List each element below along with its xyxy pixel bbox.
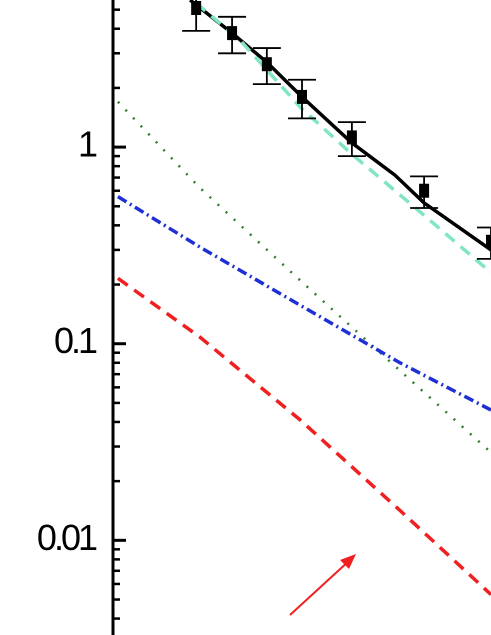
y-tick-label: 0.01 <box>37 517 97 558</box>
data-point <box>486 234 491 249</box>
model-line <box>189 0 491 252</box>
data-point <box>419 183 430 198</box>
data-point <box>227 26 238 41</box>
data-point <box>261 57 272 72</box>
y-tick-label: 1 <box>78 124 97 165</box>
model-line <box>117 100 491 454</box>
model-line <box>116 276 491 596</box>
y-tick-label: 0.1 <box>54 320 97 361</box>
arrow-head <box>340 554 356 569</box>
model-line <box>116 195 491 412</box>
error-bar <box>477 226 491 260</box>
data-point <box>346 130 357 145</box>
data-point <box>297 89 307 104</box>
annotation-arrow <box>289 559 351 616</box>
data-point <box>191 0 202 15</box>
model-line <box>195 1 491 274</box>
